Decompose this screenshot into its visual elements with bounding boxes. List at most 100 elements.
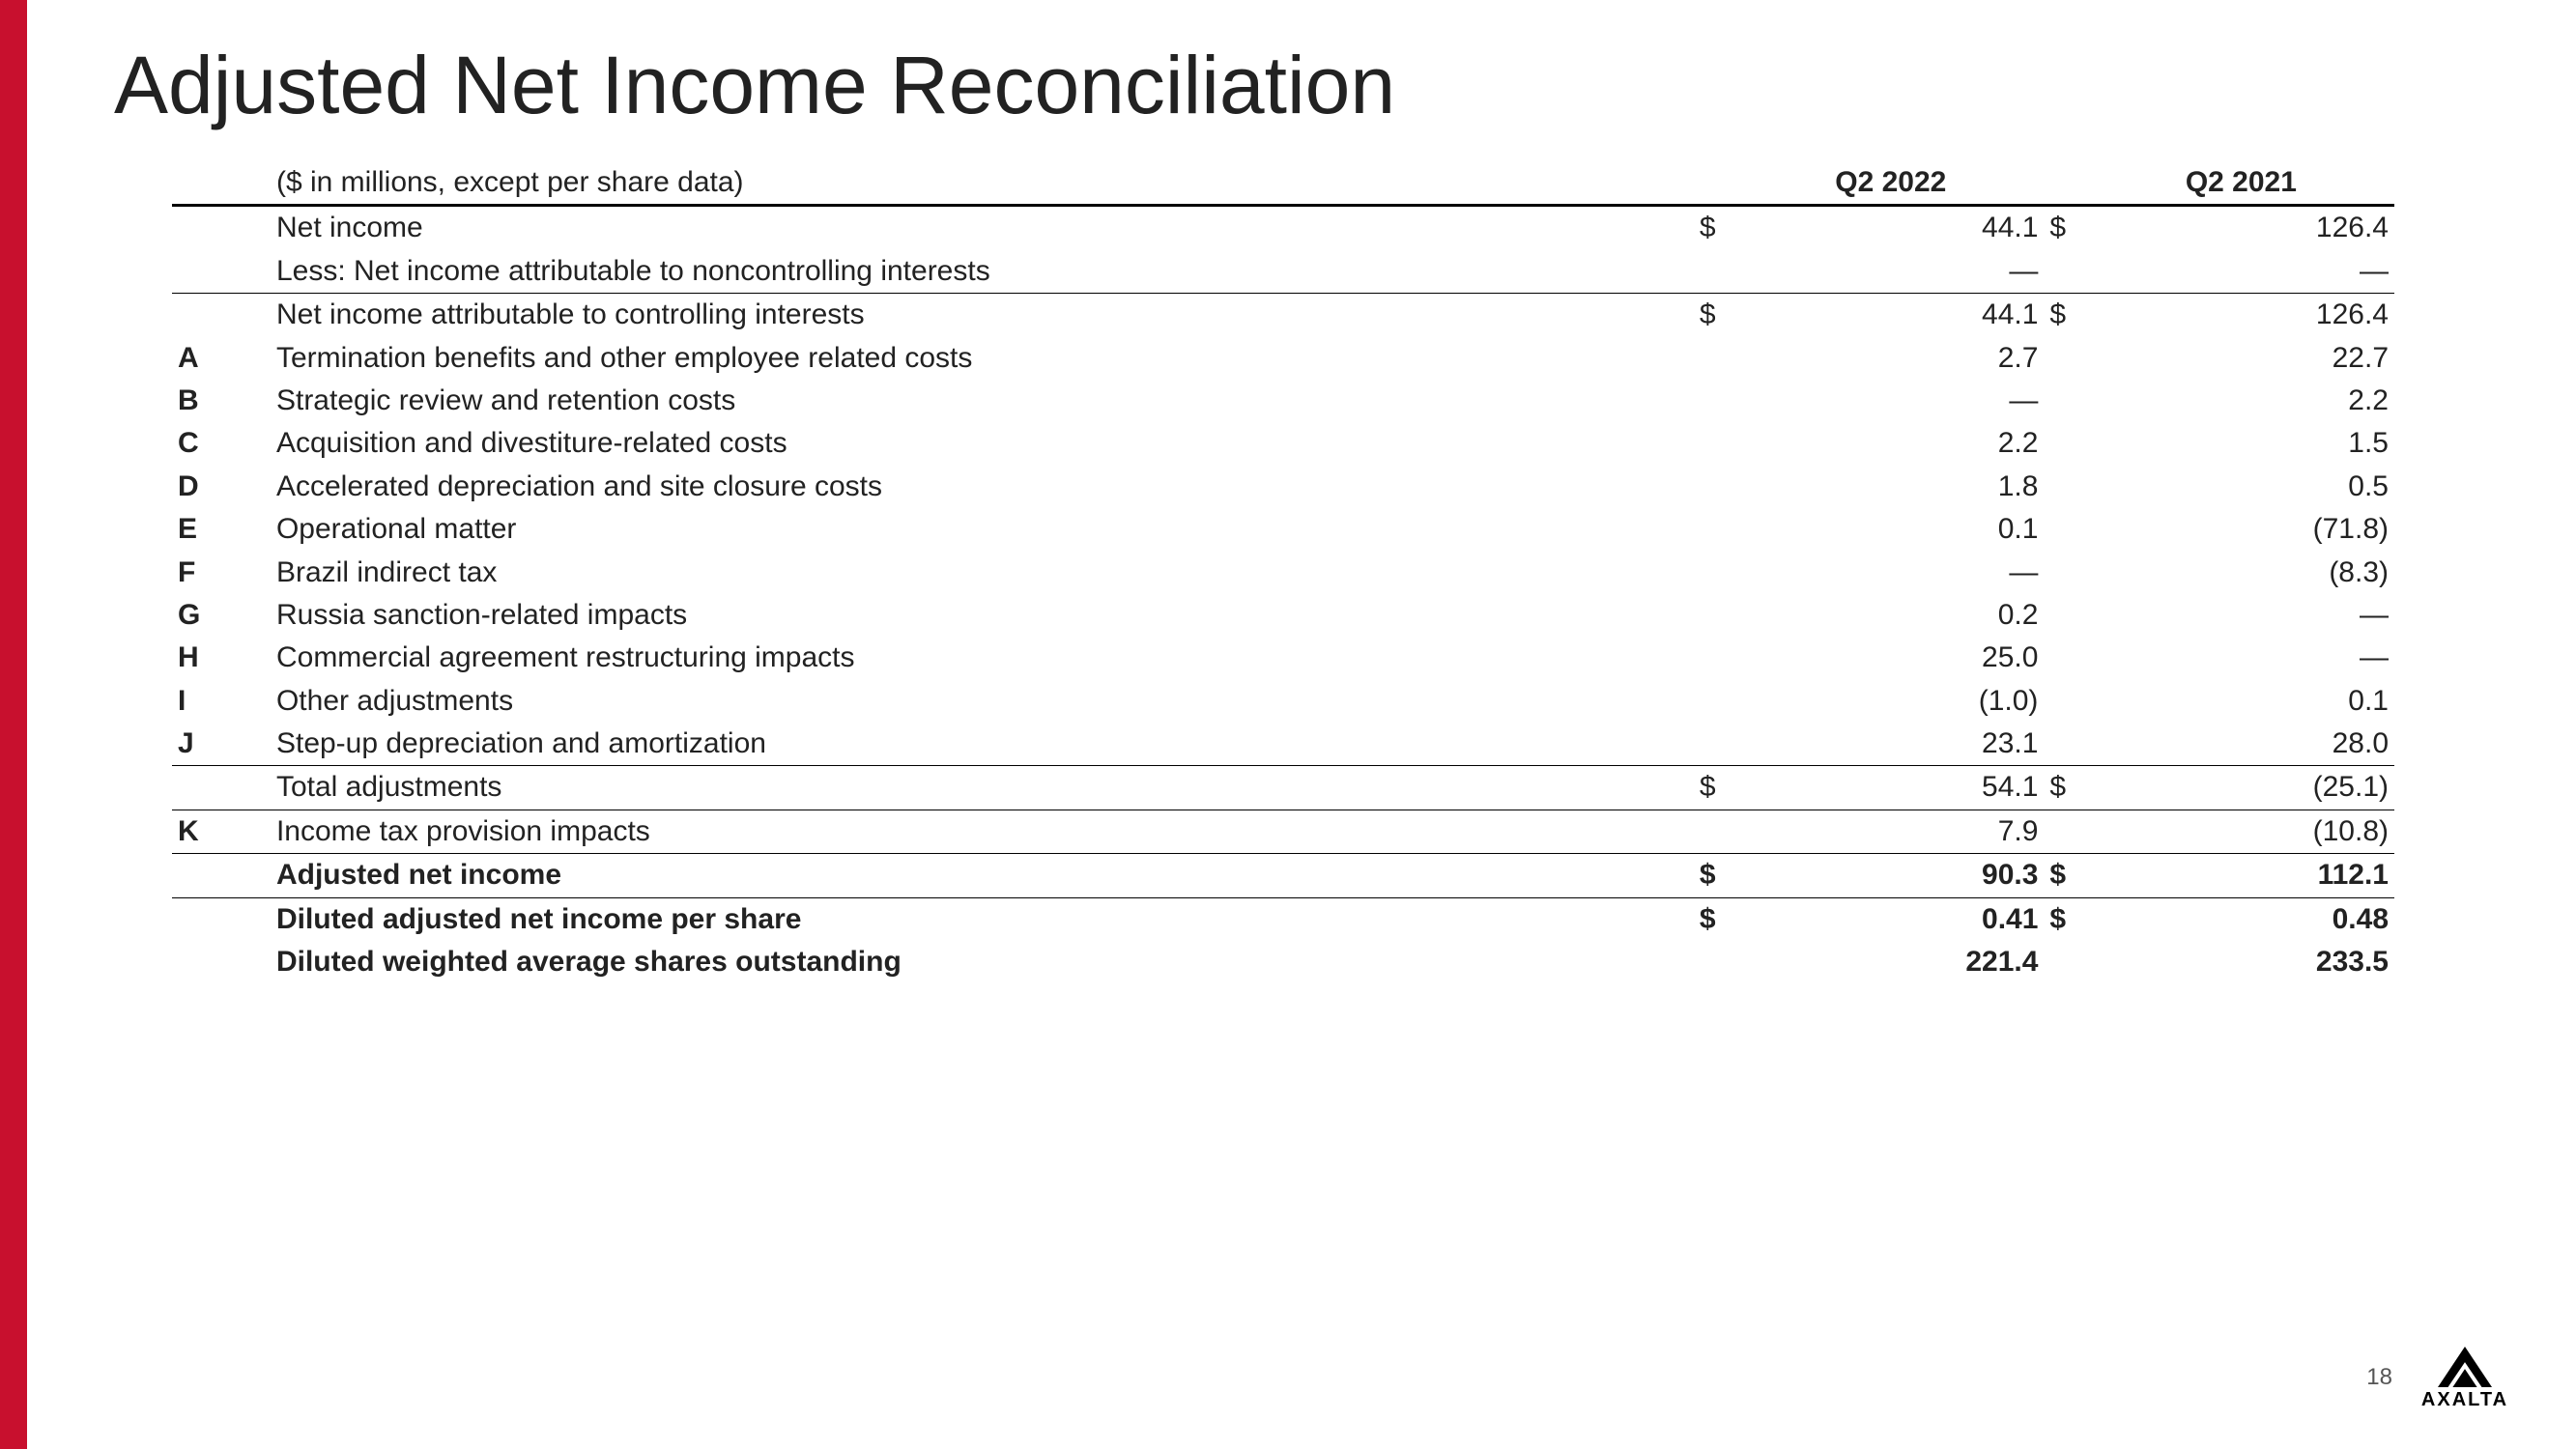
currency-symbol — [1694, 552, 1737, 594]
table-row: FBrazil indirect tax — (8.3) — [172, 552, 2394, 594]
currency-symbol — [2044, 337, 2087, 380]
table-row: GRussia sanction-related impacts0.2— — [172, 594, 2394, 637]
table-row: BStrategic review and retention costs—2.… — [172, 380, 2394, 422]
value-period-1: (1.0) — [1737, 680, 2044, 723]
table-row: Diluted adjusted net income per share$0.… — [172, 897, 2394, 941]
value-period-2: (10.8) — [2088, 810, 2394, 853]
row-letter — [172, 250, 271, 294]
row-label: Russia sanction-related impacts — [271, 594, 1694, 637]
currency-symbol: $ — [1694, 897, 1737, 941]
row-letter — [172, 897, 271, 941]
table-row: EOperational matter 0.1 (71.8) — [172, 508, 2394, 551]
row-letter: I — [172, 680, 271, 723]
row-label: Income tax provision impacts — [271, 810, 1694, 853]
currency-symbol — [2044, 552, 2087, 594]
table-row: DAccelerated depreciation and site closu… — [172, 466, 2394, 508]
table-row: Total adjustments$54.1$(25.1) — [172, 766, 2394, 810]
currency-symbol — [1694, 680, 1737, 723]
row-letter: H — [172, 637, 271, 679]
currency-symbol: $ — [1694, 206, 1737, 250]
row-label: Less: Net income attributable to noncont… — [271, 250, 1694, 294]
value-period-2: 28.0 — [2088, 723, 2394, 766]
row-label: Accelerated depreciation and site closur… — [271, 466, 1694, 508]
period-1: Q2 2022 — [1737, 161, 2044, 206]
value-period-2: — — [2088, 637, 2394, 679]
currency-symbol: $ — [2044, 854, 2087, 897]
table-row: JStep-up depreciation and amortization23… — [172, 723, 2394, 766]
value-period-2: 0.1 — [2088, 680, 2394, 723]
value-period-2: 0.48 — [2088, 897, 2394, 941]
currency-symbol — [1694, 466, 1737, 508]
axalta-logo-icon — [2431, 1343, 2499, 1391]
value-period-2: 126.4 — [2088, 206, 2394, 250]
row-letter — [172, 294, 271, 337]
slide-content: Adjusted Net Income Reconciliation ($ in… — [27, 0, 2576, 1449]
value-period-1: 0.1 — [1737, 508, 2044, 551]
currency-symbol — [2044, 250, 2087, 294]
row-label: Operational matter — [271, 508, 1694, 551]
row-letter — [172, 941, 271, 983]
currency-symbol: $ — [2044, 897, 2087, 941]
value-period-1: 54.1 — [1737, 766, 2044, 810]
row-letter: F — [172, 552, 271, 594]
row-label: Other adjustments — [271, 680, 1694, 723]
table-row: KIncome tax provision impacts7.9(10.8) — [172, 810, 2394, 853]
row-label: Diluted weighted average shares outstand… — [271, 941, 1694, 983]
value-period-2: 112.1 — [2088, 854, 2394, 897]
currency-symbol: $ — [1694, 766, 1737, 810]
value-period-1: 7.9 — [1737, 810, 2044, 853]
currency-symbol — [1694, 810, 1737, 853]
row-letter: A — [172, 337, 271, 380]
table-row: Net income$44.1$126.4 — [172, 206, 2394, 250]
currency-symbol: $ — [2044, 206, 2087, 250]
row-label: Acquisition and divestiture-related cost… — [271, 422, 1694, 465]
value-period-1: 44.1 — [1737, 206, 2044, 250]
row-letter: D — [172, 466, 271, 508]
row-label: Commercial agreement restructuring impac… — [271, 637, 1694, 679]
page-number: 18 — [2366, 1364, 2392, 1391]
period-2: Q2 2021 — [2088, 161, 2394, 206]
row-letter — [172, 766, 271, 810]
value-period-2: — — [2088, 250, 2394, 294]
value-period-2: (71.8) — [2088, 508, 2394, 551]
row-letter: C — [172, 422, 271, 465]
currency-symbol — [2044, 810, 2087, 853]
row-letter: E — [172, 508, 271, 551]
currency-symbol — [1694, 508, 1737, 551]
value-period-1: 25.0 — [1737, 637, 2044, 679]
row-label: Termination benefits and other employee … — [271, 337, 1694, 380]
value-period-1: 221.4 — [1737, 941, 2044, 983]
currency-symbol — [2044, 594, 2087, 637]
table-row: Diluted weighted average shares outstand… — [172, 941, 2394, 983]
currency-symbol — [1694, 337, 1737, 380]
table-header-row: ($ in millions, except per share data) Q… — [172, 161, 2394, 206]
row-label: Net income — [271, 206, 1694, 250]
row-letter — [172, 206, 271, 250]
currency-symbol — [2044, 508, 2087, 551]
currency-symbol — [1694, 723, 1737, 766]
value-period-1: 44.1 — [1737, 294, 2044, 337]
brand-logo-text: AXALTA — [2412, 1389, 2518, 1411]
reconciliation-table: ($ in millions, except per share data) Q… — [172, 161, 2394, 983]
currency-symbol: $ — [1694, 294, 1737, 337]
currency-symbol — [2044, 380, 2087, 422]
currency-symbol — [1694, 941, 1737, 983]
value-period-1: 2.7 — [1737, 337, 2044, 380]
value-period-1: 23.1 — [1737, 723, 2044, 766]
row-letter: J — [172, 723, 271, 766]
table-row: IOther adjustments (1.0) 0.1 — [172, 680, 2394, 723]
row-letter: B — [172, 380, 271, 422]
table-row: Less: Net income attributable to noncont… — [172, 250, 2394, 294]
row-label: Adjusted net income — [271, 854, 1694, 897]
value-period-2: 0.5 — [2088, 466, 2394, 508]
value-period-2: 1.5 — [2088, 422, 2394, 465]
currency-symbol — [2044, 680, 2087, 723]
unit-note: ($ in millions, except per share data) — [271, 161, 1694, 206]
value-period-1: — — [1737, 250, 2044, 294]
table-row: Adjusted net income$90.3$112.1 — [172, 854, 2394, 897]
row-label: Brazil indirect tax — [271, 552, 1694, 594]
value-period-2: (8.3) — [2088, 552, 2394, 594]
currency-symbol — [1694, 594, 1737, 637]
value-period-1: — — [1737, 552, 2044, 594]
row-label: Diluted adjusted net income per share — [271, 897, 1694, 941]
